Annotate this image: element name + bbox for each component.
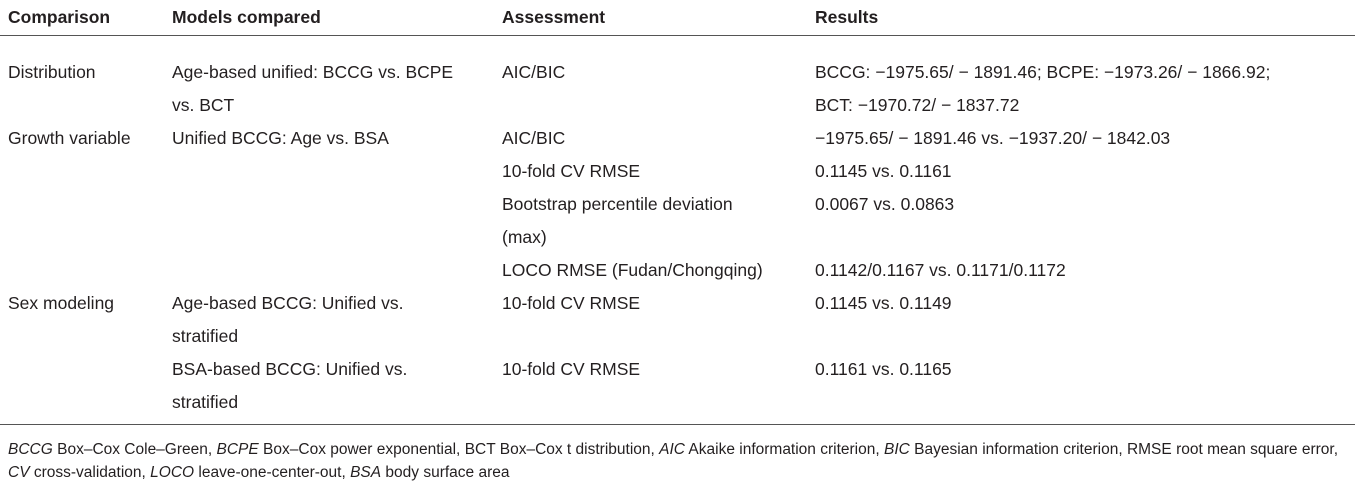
table-cell: 0.0067 vs. 0.0863 <box>807 188 1355 254</box>
cell-line: stratified <box>172 392 239 412</box>
table-cell <box>0 254 164 287</box>
table-cell: 0.1145 vs. 0.1149 <box>807 287 1355 353</box>
footnote-definition: Box–Cox t distribution, <box>499 441 655 458</box>
cell-line: AIC/BIC <box>502 62 566 82</box>
cell-line: 10-fold CV RMSE <box>502 359 641 379</box>
footnote-definition: root mean square error, <box>1176 441 1339 458</box>
cell-line: 10-fold CV RMSE <box>502 161 641 181</box>
header-row: Comparison Models compared Assessment Resul… <box>0 0 1355 36</box>
table-body: Distribution Age-based unified: BCCG vs. … <box>0 36 1355 425</box>
table-cell: AIC/BIC <box>494 36 807 123</box>
footnote-abbr: AIC <box>659 441 685 458</box>
table-row: Bootstrap percentile deviation (max) 0.006… <box>0 188 1355 254</box>
cell-line: stratified <box>172 326 239 346</box>
cell-line: AIC/BIC <box>502 128 566 148</box>
cell-line: vs. BCT <box>172 95 235 115</box>
cell-line: 0.1145 vs. 0.1149 <box>815 293 952 313</box>
footnote-definition: leave-one-center-out, <box>198 464 346 481</box>
footnote-definition: Box–Cox power exponential, <box>263 441 461 458</box>
table-cell <box>0 188 164 254</box>
table-cell <box>0 155 164 188</box>
table-cell: 10-fold CV RMSE <box>494 353 807 425</box>
footnote-definition: cross-validation, <box>33 464 146 481</box>
cell-line: Growth variable <box>8 128 131 148</box>
footnote-abbr: BCCG <box>8 441 53 458</box>
table-cell: Age-based unified: BCCG vs. BCPE vs. BCT <box>164 36 494 123</box>
table-cell <box>164 188 494 254</box>
table-row: BSA-based BCCG: Unified vs. stratified 10-… <box>0 353 1355 425</box>
table-cell <box>0 353 164 425</box>
table-row: 10-fold CV RMSE 0.1145 vs. 0.1161 <box>0 155 1355 188</box>
table-cell: Distribution <box>0 36 164 123</box>
cell-line: −1975.65/ − 1891.46 vs. −1937.20/ − 1842… <box>815 128 1171 148</box>
table-cell: 0.1142/0.1167 vs. 0.1171/0.1172 <box>807 254 1355 287</box>
table-cell: Unified BCCG: Age vs. BSA <box>164 122 494 155</box>
cell-line: BCCG: −1975.65/ − 1891.46; BCPE: −1973.2… <box>815 62 1271 82</box>
footnote-definition: Akaike information criterion, <box>688 441 880 458</box>
cell-line: BCT: −1970.72/ − 1837.72 <box>815 95 1020 115</box>
footnote-abbr: BSA <box>350 464 382 481</box>
cell-line: 0.0067 vs. 0.0863 <box>815 194 955 214</box>
table-cell: BSA-based BCCG: Unified vs. stratified <box>164 353 494 425</box>
table-cell: Age-based BCCG: Unified vs. stratified <box>164 287 494 353</box>
footnote-abbr: CV <box>8 464 30 481</box>
cell-line: Sex modeling <box>8 293 115 313</box>
cell-line: LOCO RMSE (Fudan/Chongqing) <box>502 260 763 280</box>
table-cell: AIC/BIC <box>494 122 807 155</box>
table-cell: LOCO RMSE (Fudan/Chongqing) <box>494 254 807 287</box>
table-row: LOCO RMSE (Fudan/Chongqing) 0.1142/0.1167… <box>0 254 1355 287</box>
table-row: Sex modeling Age-based BCCG: Unified vs. s… <box>0 287 1355 353</box>
header-cell: Assessment <box>494 0 807 36</box>
footnote-abbr: BCPE <box>216 441 259 458</box>
table-cell: BCCG: −1975.65/ − 1891.46; BCPE: −1973.2… <box>807 36 1355 123</box>
cell-line: Age-based BCCG: Unified vs. <box>172 293 404 313</box>
footnote-abbr: BIC <box>883 441 910 458</box>
table-cell: Bootstrap percentile deviation (max) <box>494 188 807 254</box>
table-cell <box>164 155 494 188</box>
cell-line: BSA-based BCCG: Unified vs. <box>172 359 408 379</box>
table: Comparison Models compared Assessment Resul… <box>0 0 1355 425</box>
table-cell: 0.1161 vs. 0.1165 <box>807 353 1355 425</box>
table-cell: −1975.65/ − 1891.46 vs. −1937.20/ − 1842… <box>807 122 1355 155</box>
table-cell: Sex modeling <box>0 287 164 353</box>
table-cell: 10-fold CV RMSE <box>494 155 807 188</box>
footnote-abbr: RMSE <box>1126 441 1172 458</box>
footnote: BCCG Box–Cox Cole–Green, BCPE Box–Cox po… <box>8 438 1348 484</box>
cell-line: Unified BCCG: Age vs. BSA <box>172 128 389 148</box>
footnote-abbr: LOCO <box>150 464 195 481</box>
cell-line: Bootstrap percentile deviation <box>502 194 733 214</box>
table-cell: Growth variable <box>0 122 164 155</box>
cell-line: 10-fold CV RMSE <box>502 293 641 313</box>
header-cell: Models compared <box>164 0 494 36</box>
footnote-definition: Box–Cox Cole–Green, <box>57 441 213 458</box>
cell-line: 0.1142/0.1167 vs. 0.1171/0.1172 <box>815 260 1066 280</box>
cell-line: 0.1161 vs. 0.1165 <box>815 359 952 379</box>
table-cell: 0.1145 vs. 0.1161 <box>807 155 1355 188</box>
footnote-definition: Bayesian information criterion, <box>914 441 1123 458</box>
cell-line: Age-based unified: BCCG vs. BCPE <box>172 62 454 82</box>
cell-line: (max) <box>502 227 547 247</box>
table-cell <box>164 254 494 287</box>
footnote-definition: body surface area <box>385 464 510 481</box>
header-cell: Results <box>807 0 1355 36</box>
cell-line: 0.1145 vs. 0.1161 <box>815 161 952 181</box>
cell-line: Distribution <box>8 62 96 82</box>
footnote-abbr: BCT <box>464 441 496 458</box>
table-row: Growth variable Unified BCCG: Age vs. BSA… <box>0 122 1355 155</box>
table-row: Distribution Age-based unified: BCCG vs. … <box>0 36 1355 123</box>
table-cell: 10-fold CV RMSE <box>494 287 807 353</box>
header-cell: Comparison <box>0 0 164 36</box>
